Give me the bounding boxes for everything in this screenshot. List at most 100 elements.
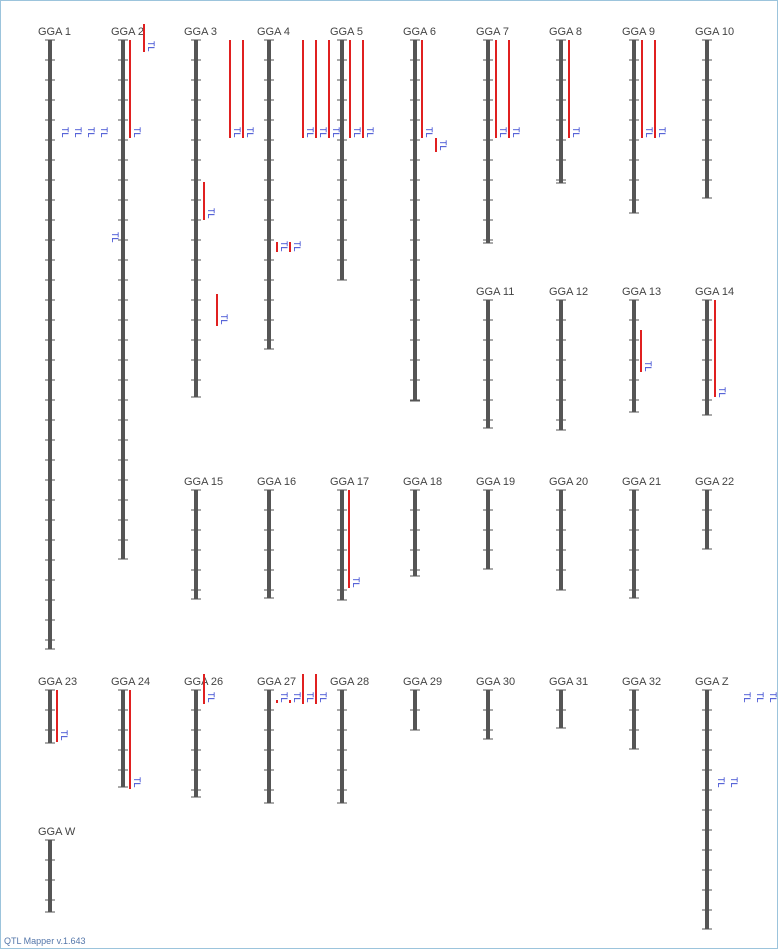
footer: QTL Mapper v.1.643 xyxy=(4,936,86,946)
chromosome-label: GGA 7 xyxy=(476,26,509,38)
chromosome-bar xyxy=(48,690,52,743)
qtl-label: TL xyxy=(219,314,229,325)
chromosome-label: GGA 9 xyxy=(622,26,655,38)
chromosome-bar xyxy=(632,300,636,412)
qtl-label: TL xyxy=(742,692,752,703)
qtl-label: TL xyxy=(206,692,216,703)
chromosome-label: GGA 29 xyxy=(403,676,442,688)
chromosome-label: GGA Z xyxy=(695,676,729,688)
chromosome-label: GGA 13 xyxy=(622,286,661,298)
qtl-label: TL xyxy=(59,730,69,741)
chromosome-label: GGA 10 xyxy=(695,26,734,38)
chromosome-label: GGA 11 xyxy=(476,286,514,298)
chromosome-label: GGA 8 xyxy=(549,26,582,38)
qtl-label: TL xyxy=(279,241,289,252)
qtl-label: TL xyxy=(292,241,302,252)
qtl-label: TL xyxy=(305,127,315,138)
chromosome-bar xyxy=(705,490,709,549)
chromosome-bar xyxy=(340,690,344,803)
qtl-label: TL xyxy=(132,127,142,138)
qtl-label: TL xyxy=(768,692,778,703)
qtl-label: TL xyxy=(424,127,434,138)
chromosome-label: GGA 31 xyxy=(549,676,588,688)
qtl-label: TL xyxy=(331,127,341,138)
qtl-label: TL xyxy=(279,692,289,703)
chromosome-bar xyxy=(121,690,125,787)
chromosome-label: GGA W xyxy=(38,826,76,838)
chromosome-bar xyxy=(486,690,490,739)
qtl-label: TL xyxy=(657,127,667,138)
chromosome-label: GGA 12 xyxy=(549,286,588,298)
chromosome-label: GGA 32 xyxy=(622,676,661,688)
qtl-label: TL xyxy=(365,127,375,138)
qtl-label: TL xyxy=(438,140,448,151)
chromosome-label: GGA 15 xyxy=(184,476,223,488)
qtl-label: TL xyxy=(716,777,726,788)
qtl-label: TL xyxy=(86,127,96,138)
chromosome-label: GGA 23 xyxy=(38,676,77,688)
chromosome-bar xyxy=(559,490,563,590)
chromosome-bar xyxy=(267,490,271,598)
qtl-label: TL xyxy=(110,232,120,243)
chromosome-bar xyxy=(194,490,198,599)
chromosome-label: GGA 21 xyxy=(622,476,661,488)
chromosome-label: GGA 24 xyxy=(111,676,150,688)
chromosome-bar xyxy=(48,840,52,912)
qtl-label: TL xyxy=(511,127,521,138)
chromosome-label: GGA 6 xyxy=(403,26,436,38)
qtl-label: TL xyxy=(206,208,216,219)
chromosome-bar xyxy=(267,40,271,349)
chromosome-label: GGA 17 xyxy=(330,476,369,488)
chromosome-bar xyxy=(340,490,344,600)
qtl-label: TL xyxy=(60,127,70,138)
chromosome-label: GGA 16 xyxy=(257,476,296,488)
chromosome-label: GGA 2 xyxy=(111,26,144,38)
qtl-label: TL xyxy=(643,361,653,372)
chromosome-label: GGA 18 xyxy=(403,476,442,488)
chromosome-bar xyxy=(194,40,198,397)
qtl-label: TL xyxy=(571,127,581,138)
chromosome-bar xyxy=(559,300,563,430)
chromosome-label: GGA 19 xyxy=(476,476,515,488)
chromosome-label: GGA 5 xyxy=(330,26,363,38)
chromosome-label: GGA 28 xyxy=(330,676,369,688)
chromosome-bar xyxy=(486,40,490,243)
chromosome-bar xyxy=(559,690,563,728)
chromosome-label: GGA 30 xyxy=(476,676,515,688)
qtl-label: TL xyxy=(232,127,242,138)
chromosome-bar xyxy=(632,40,636,213)
chromosome-label: GGA 4 xyxy=(257,26,290,38)
chromosome-label: GGA 22 xyxy=(695,476,734,488)
qtl-label: TL xyxy=(292,692,302,703)
qtl-label: TL xyxy=(644,127,654,138)
chromosome-bar xyxy=(486,300,490,428)
chromosome-label: GGA 27 xyxy=(257,676,296,688)
qtl-label: TL xyxy=(351,577,361,588)
qtl-label: TL xyxy=(352,127,362,138)
qtl-label: TL xyxy=(318,127,328,138)
chromosome-bar xyxy=(632,690,636,749)
qtl-label: TL xyxy=(73,127,83,138)
qtl-label: TL xyxy=(99,127,109,138)
chromosome-bar xyxy=(705,300,709,415)
qtl-label: TL xyxy=(729,777,739,788)
qtl-label: TL xyxy=(717,387,727,398)
chromosome-bar xyxy=(559,40,563,183)
qtl-label: TL xyxy=(132,777,142,788)
qtl-label: TL xyxy=(305,692,315,703)
qtl-label: TL xyxy=(755,692,765,703)
chromosome-bar xyxy=(194,690,198,797)
chromosome-label: GGA 3 xyxy=(184,26,217,38)
chromosome-label: GGA 1 xyxy=(38,26,71,38)
chromosome-bar xyxy=(48,40,52,649)
chromosome-bar xyxy=(632,490,636,598)
qtl-label: TL xyxy=(318,692,328,703)
chromosome-bar xyxy=(705,40,709,198)
qtl-label: TL xyxy=(245,127,255,138)
chromosome-bar xyxy=(413,490,417,576)
chromosome-bar xyxy=(267,690,271,803)
qtl-label: TL xyxy=(498,127,508,138)
chromosome-label: GGA 14 xyxy=(695,286,734,298)
